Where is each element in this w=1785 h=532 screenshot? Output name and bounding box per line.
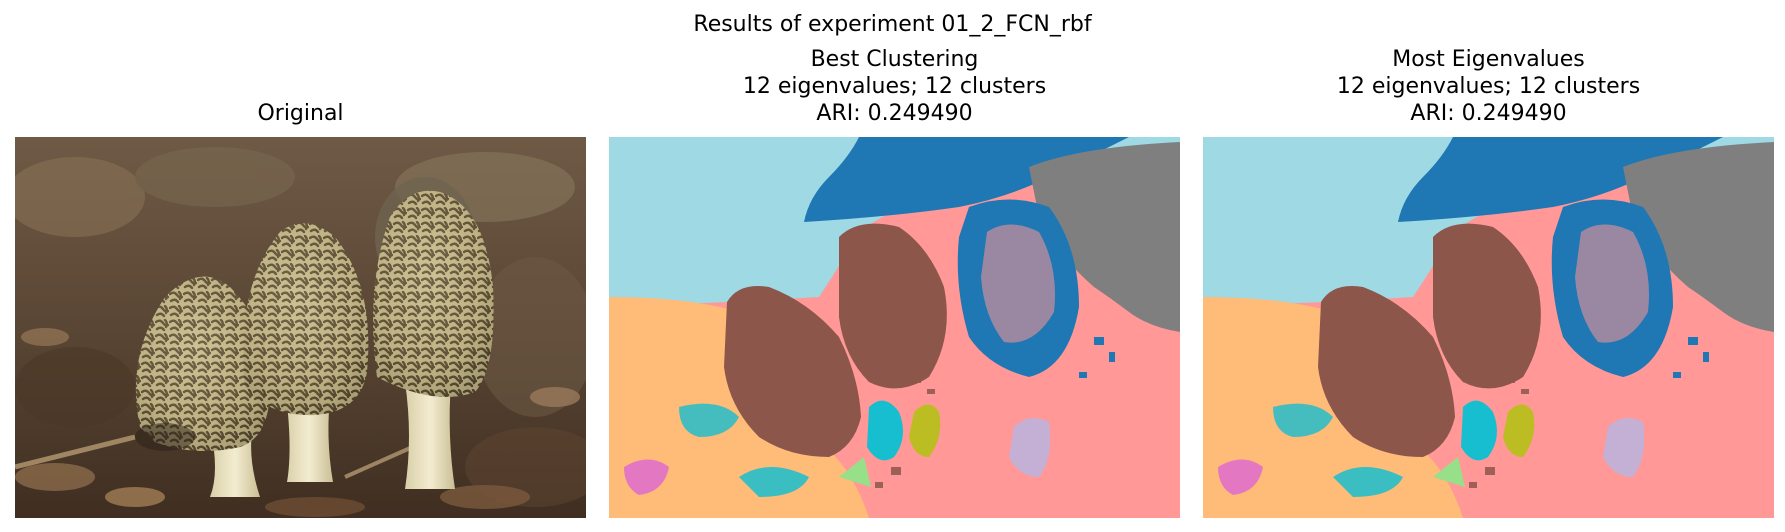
segmentation-shapes xyxy=(609,137,1180,518)
original-photo xyxy=(15,137,586,518)
panel-most-eigenvalues-title-line-3: ARI: 0.249490 xyxy=(1410,101,1567,126)
panel-most-eigenvalues-title-line-2: 12 eigenvalues; 12 clusters xyxy=(1336,74,1641,99)
panel-best-clustering-title-line-1: Best Clustering xyxy=(810,47,979,72)
panel-best-clustering-title-line-3: ARI: 0.249490 xyxy=(816,101,973,126)
segmentation-map-best xyxy=(609,137,1180,518)
segmentation-map-most xyxy=(1203,137,1774,518)
panel-most-eigenvalues-title: Most Eigenvalues 12 eigenvalues; 12 clus… xyxy=(1203,46,1774,127)
segmentation-shapes xyxy=(1203,137,1774,518)
panel-original-title: Original xyxy=(15,100,586,127)
panel-most-eigenvalues-title-line-1: Most Eigenvalues xyxy=(1392,47,1585,72)
panel-best-clustering-title-line-2: 12 eigenvalues; 12 clusters xyxy=(742,74,1047,99)
panel-best-clustering-title: Best Clustering 12 eigenvalues; 12 clust… xyxy=(609,46,1180,127)
panel-original-title-line-1: Original xyxy=(257,101,344,126)
figure-suptitle: Results of experiment 01_2_FCN_rbf xyxy=(693,12,1092,37)
